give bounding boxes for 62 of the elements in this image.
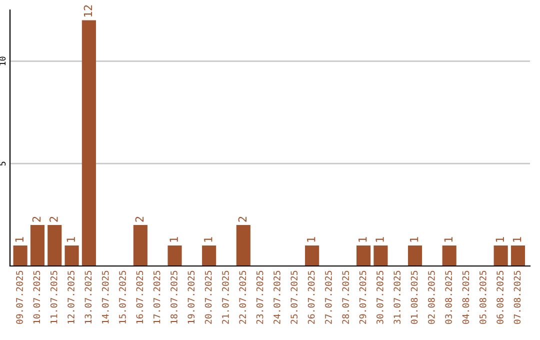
bar <box>202 246 216 266</box>
bar <box>236 225 250 266</box>
x-tick-label: 26.07.2025 <box>308 270 315 324</box>
x-tick-label: 14.07.2025 <box>102 270 109 324</box>
bar <box>133 225 148 266</box>
bar <box>494 246 508 266</box>
data-label: 1 <box>307 237 316 242</box>
x-tick-label: 19.07.2025 <box>188 270 195 324</box>
data-label: 1 <box>512 237 522 242</box>
x-tick-label: 02.08.2025 <box>428 270 435 324</box>
x-tick-label: 06.08.2025 <box>496 270 504 324</box>
x-tick-label: 16.07.2025 <box>136 270 144 324</box>
data-label: 1 <box>15 237 24 242</box>
x-tick-label: 31.07.2025 <box>394 270 400 324</box>
bar <box>374 246 388 266</box>
data-label: 2 <box>32 216 41 222</box>
x-tick-label: 18.07.2025 <box>170 270 178 324</box>
x-tick-label: 07.08.2025 <box>514 270 521 324</box>
data-label: 2 <box>49 216 58 222</box>
bar <box>82 20 96 266</box>
bar <box>48 225 62 266</box>
data-label: 12 <box>84 5 92 16</box>
data-label: 2 <box>238 216 246 222</box>
x-tick-label: 29.07.2025 <box>359 270 366 324</box>
bar <box>64 246 79 266</box>
bar <box>408 246 422 266</box>
x-tick-label: 28.07.2025 <box>342 270 350 324</box>
bar <box>30 225 44 266</box>
x-tick-label: 09.07.2025 <box>16 270 23 324</box>
x-tick-label: 17.07.2025 <box>153 270 160 324</box>
data-label: 1 <box>204 237 212 242</box>
bar <box>168 246 182 266</box>
x-tick-label: 03.08.2025 <box>445 270 452 324</box>
data-label: 1 <box>444 237 452 242</box>
x-tick-label: 13.07.2025 <box>84 270 92 324</box>
x-tick-label: 23.07.2025 <box>256 270 264 324</box>
x-tick-label: 05.08.2025 <box>479 270 486 324</box>
data-label: 1 <box>496 237 504 242</box>
bar <box>442 246 456 266</box>
data-label: 1 <box>170 237 178 242</box>
x-tick-label: 24.07.2025 <box>274 270 280 324</box>
x-tick-label: 15.07.2025 <box>119 270 126 324</box>
data-label: 1 <box>358 237 367 242</box>
x-tick-label: 21.07.2025 <box>222 270 229 324</box>
bar <box>305 246 320 266</box>
x-tick-label: 27.07.2025 <box>325 270 332 324</box>
bar <box>13 246 28 266</box>
x-tick-label: 12.07.2025 <box>68 270 74 324</box>
x-tick-label: 20.07.2025 <box>204 270 212 324</box>
bar <box>510 246 526 266</box>
x-tick-label: 22.07.2025 <box>239 270 246 324</box>
x-tick-label: 30.07.2025 <box>376 270 384 324</box>
x-tick-label: 10.07.2025 <box>33 270 40 324</box>
bar <box>356 246 371 266</box>
data-label: 1 <box>410 237 418 242</box>
x-tick-label: 25.07.2025 <box>290 270 298 324</box>
data-label: 2 <box>135 216 144 222</box>
x-tick-label: 11.07.2025 <box>50 270 58 324</box>
x-tick-label: 04.08.2025 <box>462 270 470 324</box>
x-tick-label: 01.08.2025 <box>410 270 418 324</box>
data-label: 1 <box>66 237 75 242</box>
data-label: 1 <box>376 237 384 242</box>
